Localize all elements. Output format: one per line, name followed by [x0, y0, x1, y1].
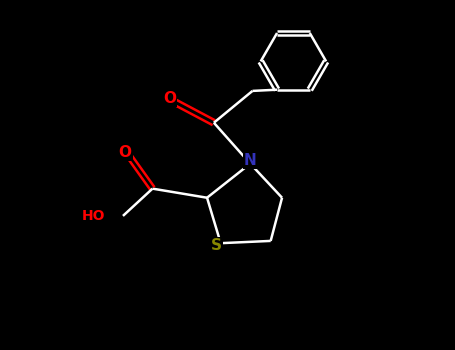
Text: N: N — [244, 153, 257, 168]
Text: S: S — [211, 238, 222, 253]
Text: O: O — [163, 91, 176, 106]
Text: HO: HO — [82, 209, 106, 223]
Text: O: O — [119, 145, 132, 160]
